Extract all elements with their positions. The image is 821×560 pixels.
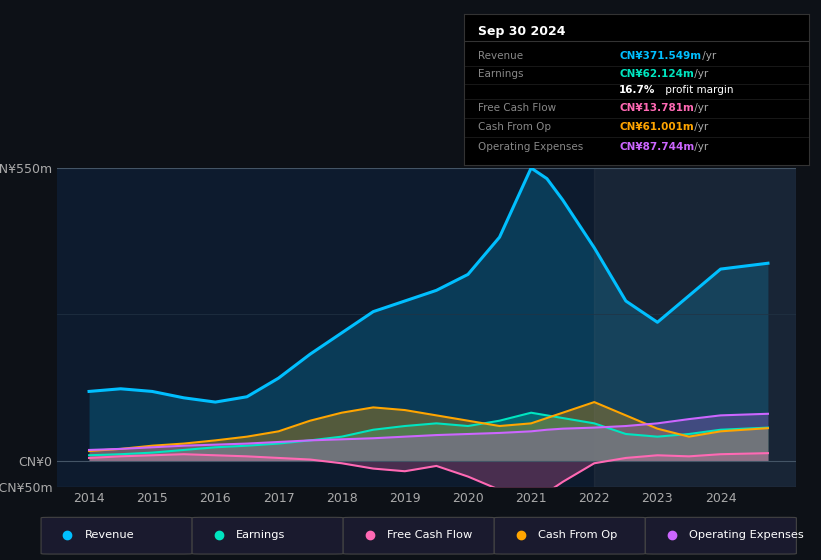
Text: Revenue: Revenue [478,52,523,62]
Text: /yr: /yr [691,102,709,113]
Text: /yr: /yr [691,142,709,152]
Text: Cash From Op: Cash From Op [478,123,551,132]
Text: /yr: /yr [691,123,709,132]
Bar [594,168,796,487]
Text: CN¥371.549m: CN¥371.549m [619,52,701,62]
Text: Operating Expenses: Operating Expenses [478,142,583,152]
FancyBboxPatch shape [41,517,192,554]
Text: Free Cash Flow: Free Cash Flow [387,530,472,540]
Text: Earnings: Earnings [236,530,286,540]
FancyBboxPatch shape [494,517,645,554]
Text: /yr: /yr [691,69,709,80]
Text: /yr: /yr [699,52,716,62]
FancyBboxPatch shape [645,517,796,554]
Text: CN¥62.124m: CN¥62.124m [619,69,694,80]
Text: Earnings: Earnings [478,69,523,80]
Text: CN¥61.001m: CN¥61.001m [619,123,694,132]
Text: Operating Expenses: Operating Expenses [689,530,804,540]
Text: Free Cash Flow: Free Cash Flow [478,102,556,113]
Text: Sep 30 2024: Sep 30 2024 [478,25,565,38]
Text: CN¥13.781m: CN¥13.781m [619,102,694,113]
FancyBboxPatch shape [192,517,343,554]
Text: CN¥87.744m: CN¥87.744m [619,142,695,152]
FancyBboxPatch shape [343,517,494,554]
Text: Cash From Op: Cash From Op [538,530,617,540]
Text: 16.7%: 16.7% [619,85,655,95]
Text: profit margin: profit margin [662,85,734,95]
Text: Revenue: Revenue [85,530,135,540]
